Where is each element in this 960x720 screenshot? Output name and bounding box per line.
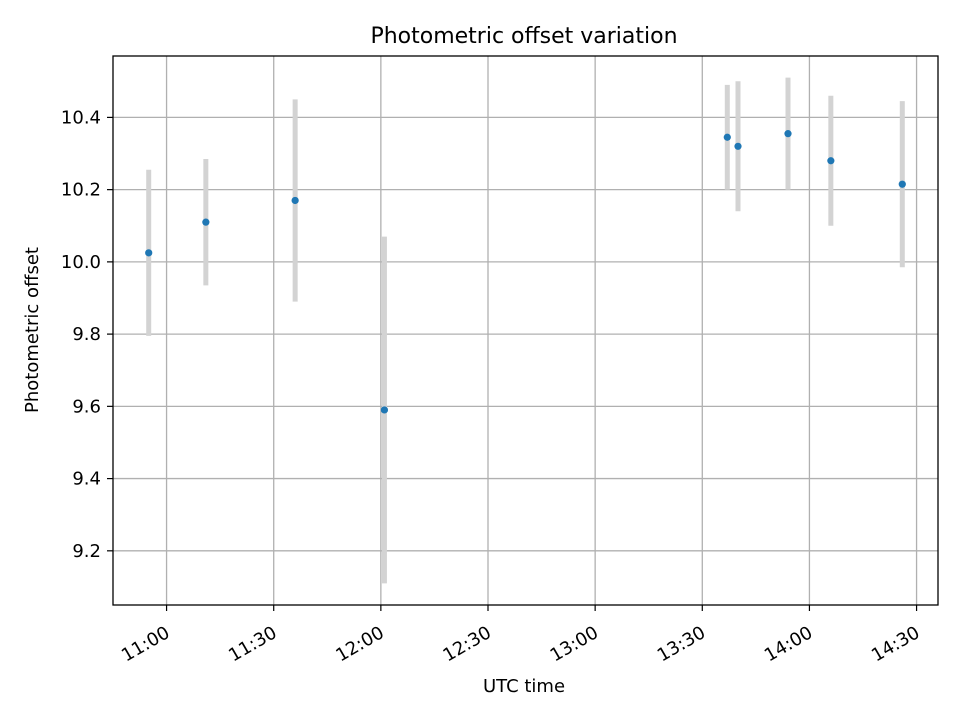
plot-frame bbox=[112, 55, 939, 606]
grid bbox=[113, 56, 938, 605]
y-tick-label: 9.8 bbox=[72, 324, 101, 345]
data-point bbox=[202, 218, 210, 226]
y-tick-label: 10.4 bbox=[61, 107, 101, 128]
x-tick-label: 14:30 bbox=[868, 622, 923, 666]
data-points bbox=[145, 130, 906, 414]
x-tick-label: 12:00 bbox=[332, 622, 387, 666]
x-tick-label: 14:00 bbox=[761, 622, 816, 666]
data-point bbox=[723, 133, 731, 141]
x-axis-label: UTC time bbox=[483, 676, 565, 697]
x-tick-label: 13:30 bbox=[654, 622, 709, 666]
x-tick-label: 13:00 bbox=[547, 622, 602, 666]
y-tick-label: 10.0 bbox=[61, 252, 101, 273]
x-tick-label: 12:30 bbox=[439, 622, 494, 666]
data-point bbox=[380, 406, 389, 414]
y-axis-label: Photometric offset bbox=[22, 247, 43, 413]
y-tick-label: 9.4 bbox=[72, 469, 101, 490]
x-tick-label: 11:30 bbox=[225, 622, 280, 666]
y-tick-label: 9.2 bbox=[72, 541, 101, 562]
data-point bbox=[291, 196, 299, 205]
data-point bbox=[827, 157, 835, 165]
data-point bbox=[784, 130, 792, 138]
y-tick-label: 9.6 bbox=[72, 396, 101, 417]
y-axis-ticks: 9.2 9.4 9.6 9.8 10.0 10.2 10.4 bbox=[61, 107, 113, 562]
y-tick-label: 10.2 bbox=[61, 180, 101, 201]
data-point bbox=[898, 180, 906, 188]
x-axis-ticks: 11:00 11:30 12:00 12:30 13:00 13:30 14:00 14:30 bbox=[118, 605, 923, 666]
data-point bbox=[145, 249, 153, 257]
x-tick-label: 11:00 bbox=[118, 622, 173, 666]
data-point bbox=[734, 142, 742, 150]
error-bars bbox=[146, 77, 905, 584]
chart-title: Photometric offset variation bbox=[370, 24, 677, 49]
